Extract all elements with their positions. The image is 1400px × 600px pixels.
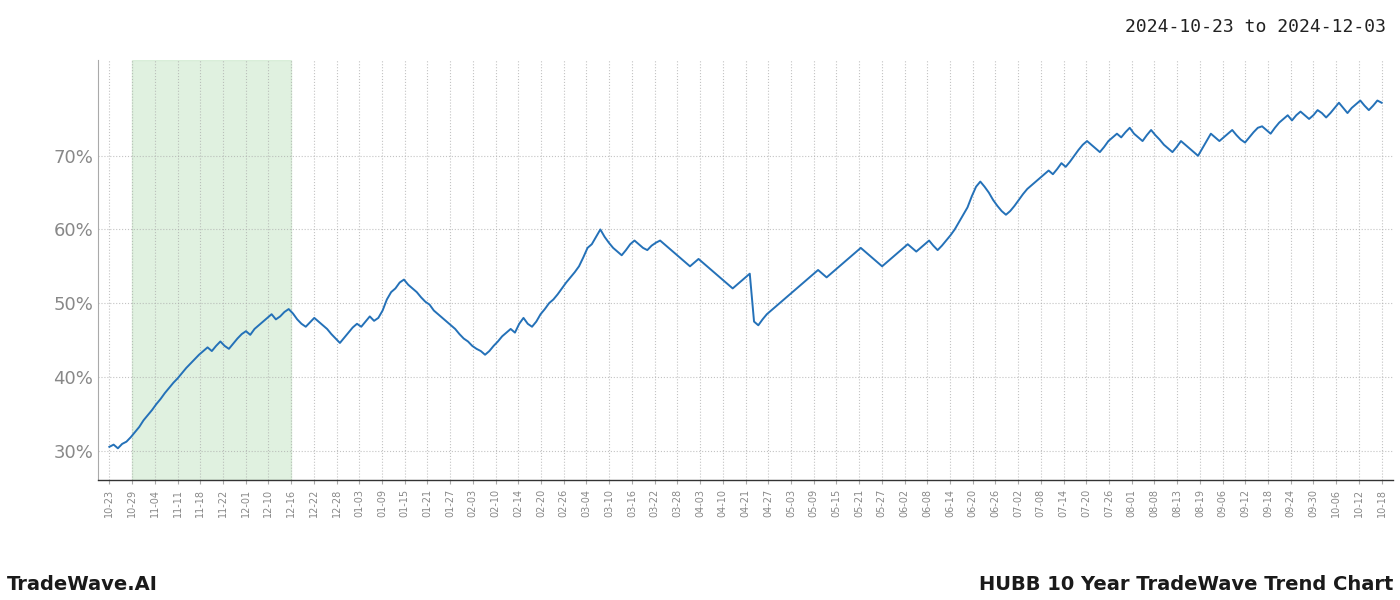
Text: TradeWave.AI: TradeWave.AI [7, 575, 158, 594]
Text: HUBB 10 Year TradeWave Trend Chart: HUBB 10 Year TradeWave Trend Chart [979, 575, 1393, 594]
Text: 2024-10-23 to 2024-12-03: 2024-10-23 to 2024-12-03 [1126, 18, 1386, 36]
Bar [132, 60, 291, 480]
